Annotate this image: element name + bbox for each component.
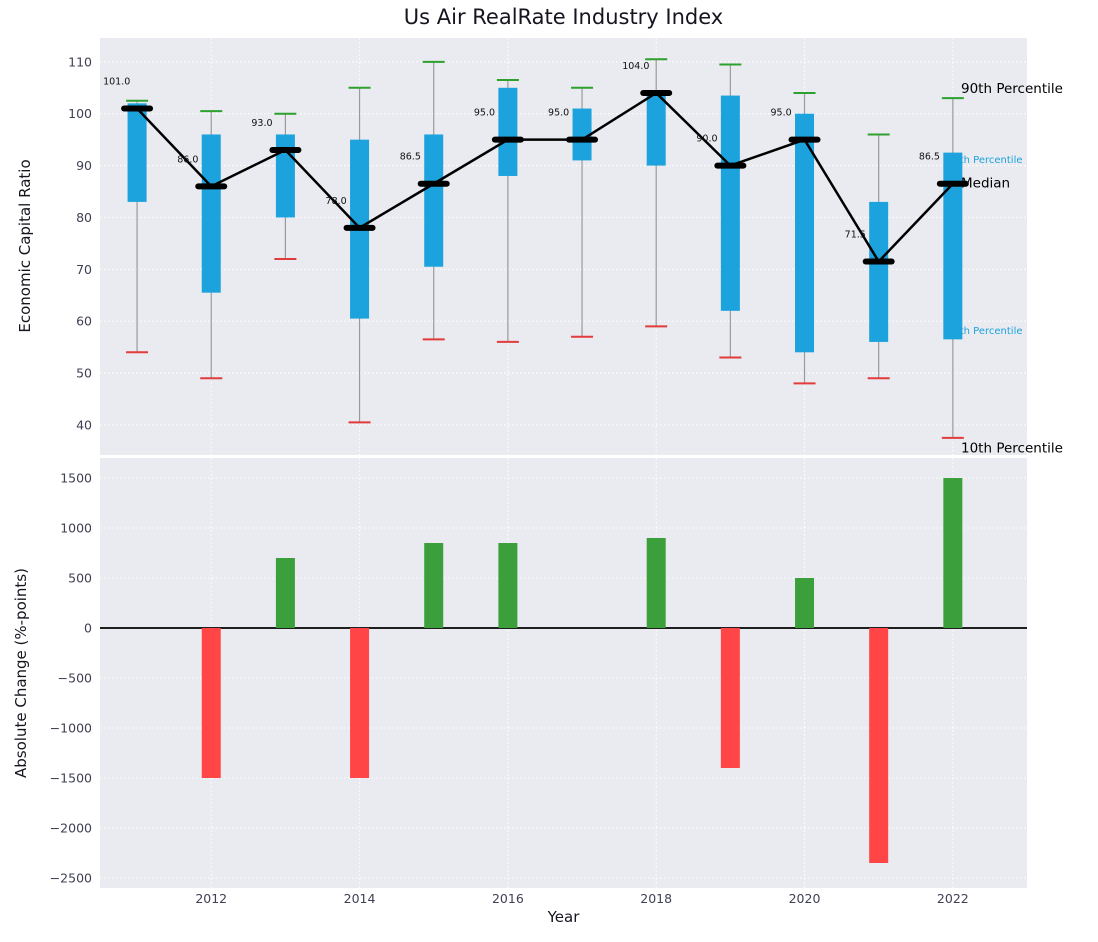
quartile-box-2012	[201, 134, 221, 293]
y-tick-label-top: 60	[76, 314, 92, 329]
y-tick-label-top: 110	[68, 54, 92, 69]
change-bar-2013	[275, 558, 295, 628]
quartile-box-2011	[127, 103, 147, 202]
change-bar-2021	[869, 628, 889, 863]
x-tick-label: 2018	[640, 891, 672, 906]
y-tick-label-top: 40	[76, 417, 92, 432]
y-tick-label-bottom: 1500	[60, 471, 92, 486]
quartile-box-2019	[720, 95, 740, 311]
y-tick-label-bottom: −2000	[50, 821, 92, 836]
median-value-label-2013: 93.0	[251, 118, 272, 129]
quartile-box-2016	[498, 87, 518, 176]
median-value-label-2012: 86.0	[177, 154, 198, 165]
change-bar-2020	[795, 578, 815, 628]
median-value-label-2021: 71.5	[845, 230, 866, 241]
change-bar-2019	[720, 628, 740, 768]
quartile-box-2017	[572, 108, 592, 161]
y-tick-label-bottom: 1000	[60, 521, 92, 536]
median-value-label-2017: 95.0	[548, 108, 569, 119]
change-bar-2015	[424, 543, 444, 628]
median-value-label-2022: 86.5	[919, 152, 940, 163]
quartile-box-2020	[795, 113, 815, 353]
median-value-label-2020: 95.0	[771, 108, 792, 119]
change-bar-2018	[646, 538, 666, 628]
annotation-90th-percentile: 90th Percentile	[961, 81, 1063, 97]
quartile-box-2013	[275, 134, 295, 218]
median-value-label-2011: 101.0	[103, 77, 130, 88]
median-line	[136, 91, 954, 264]
median-value-label-2016: 95.0	[474, 108, 495, 119]
change-bar-2022	[943, 478, 963, 628]
change-bar-2014	[350, 628, 370, 778]
annotation-median: Median	[961, 176, 1010, 192]
x-tick-label: 2020	[789, 891, 821, 906]
y-tick-label-top: 100	[68, 106, 92, 121]
y-tick-label-top: 80	[76, 210, 92, 225]
annotation-25th-percentile: 25th Percentile	[947, 326, 1023, 337]
median-value-label-2019: 90.0	[696, 134, 717, 145]
x-tick-label: 2022	[937, 891, 969, 906]
y-tick-label-top: 50	[76, 366, 92, 381]
y-tick-label-bottom: −2500	[50, 871, 92, 886]
quartile-box-2015	[424, 134, 444, 267]
y-tick-label-bottom: 500	[68, 571, 92, 586]
x-tick-label: 2012	[195, 891, 227, 906]
y-tick-label-bottom: −1500	[50, 771, 92, 786]
x-axis-label: Year	[547, 908, 580, 926]
y-axis-label-top: Economic Capital Ratio	[16, 159, 34, 333]
median-value-label-2015: 86.5	[400, 152, 421, 163]
x-tick-label: 2016	[492, 891, 524, 906]
y-tick-label-bottom: −1000	[50, 721, 92, 736]
y-tick-label-bottom: 0	[84, 621, 92, 636]
annotation-75th-percentile: 75th Percentile	[947, 155, 1023, 166]
y-tick-label-bottom: −500	[58, 671, 92, 686]
annotation-10th-percentile: 10th Percentile	[961, 440, 1063, 456]
quartile-box-2021	[869, 201, 889, 342]
change-bar-2012	[201, 628, 221, 778]
y-axis-label-bottom: Absolute Change (%-points)	[12, 568, 30, 778]
x-tick-label: 2014	[344, 891, 376, 906]
quartile-box-2018	[646, 90, 666, 166]
y-tick-label-top: 90	[76, 158, 92, 173]
chart-title: Us Air RealRate Industry Index	[403, 5, 724, 29]
median-value-label-2014: 78.0	[326, 196, 347, 207]
quartile-box-2022	[943, 152, 963, 340]
y-tick-label-top: 70	[76, 262, 92, 277]
change-bar-2016	[498, 543, 518, 628]
median-value-label-2018: 104.0	[622, 61, 649, 72]
